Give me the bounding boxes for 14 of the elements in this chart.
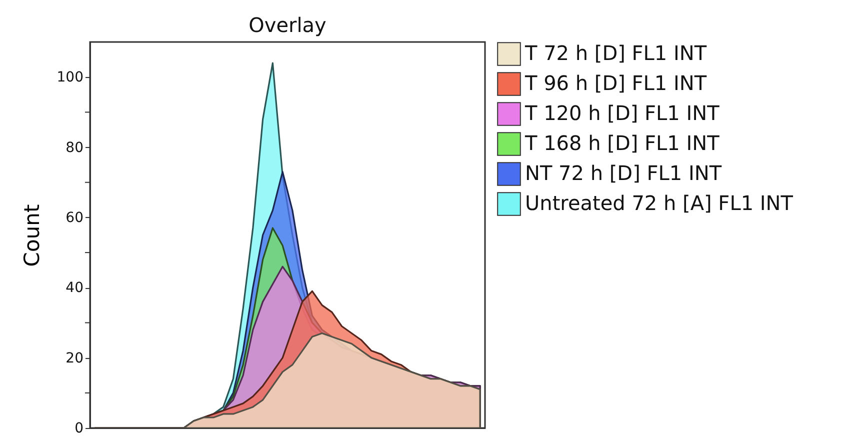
chart-title: Overlay (248, 13, 327, 37)
y-tick-label: 20 (66, 350, 84, 366)
y-tick-label: 40 (66, 280, 84, 296)
y-tick-label: 0 (74, 420, 84, 436)
y-tick-label: 60 (66, 210, 84, 226)
legend-label: NT 72 h [D] FL1 INT (525, 161, 722, 185)
legend-label: Untreated 72 h [A] FL1 INT (525, 191, 794, 215)
y-tick-label: 80 (66, 140, 84, 156)
y-tick-label: 100 (56, 70, 84, 86)
legend-label: T 168 h [D] FL1 INT (524, 131, 720, 155)
legend-label: T 96 h [D] FL1 INT (524, 71, 708, 95)
legend-label: T 72 h [D] FL1 INT (524, 41, 708, 65)
y-axis-title: Count (20, 204, 44, 267)
legend-label: T 120 h [D] FL1 INT (524, 101, 720, 125)
